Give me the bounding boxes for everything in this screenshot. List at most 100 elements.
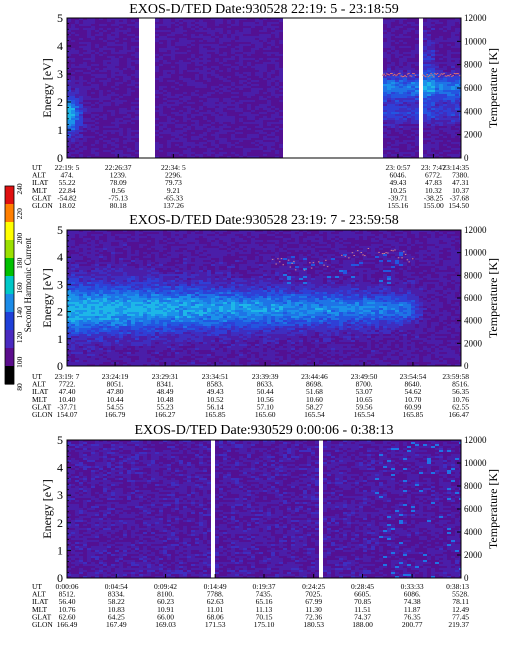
heatmap-cell — [87, 46, 91, 48]
heatmap-cell — [275, 50, 279, 52]
heatmap-cell — [227, 78, 231, 80]
heatmap-cell — [175, 138, 179, 140]
heatmap-cell — [275, 154, 279, 156]
heatmap-cell — [443, 48, 447, 50]
heatmap-cell — [455, 98, 459, 100]
heatmap-cell — [195, 130, 199, 132]
heatmap-cell — [431, 120, 435, 122]
heatmap-cell — [159, 140, 163, 142]
heatmap-cell — [103, 20, 107, 22]
heatmap-cell — [87, 92, 91, 94]
heatmap-cell — [107, 112, 111, 114]
heatmap-cell — [159, 66, 163, 68]
heatmap-cell — [187, 22, 191, 24]
heatmap-cell — [107, 144, 111, 146]
heatmap-cell — [187, 36, 191, 38]
heatmap-cell — [255, 154, 259, 156]
heatmap-cell — [399, 32, 403, 34]
heatmap-cell — [91, 42, 95, 44]
heatmap-cell — [267, 102, 271, 104]
heatmap-cell — [275, 150, 279, 152]
heatmap-cell — [255, 134, 259, 136]
heatmap-cell — [111, 48, 115, 50]
orbit-value: 1239. — [110, 171, 127, 180]
heatmap-cell — [211, 132, 215, 134]
heatmap-cell — [387, 80, 391, 82]
heatmap-cell — [83, 98, 87, 100]
heatmap-cell — [459, 84, 461, 86]
heatmap-cell — [67, 66, 71, 68]
heatmap-cell — [71, 56, 75, 58]
heatmap-cell — [231, 118, 235, 120]
heatmap-cell — [439, 114, 443, 116]
heatmap-cell — [175, 60, 179, 62]
heatmap-cell — [171, 44, 175, 46]
heatmap-cell — [395, 18, 399, 20]
heatmap-cell — [427, 26, 431, 28]
heatmap-cell — [79, 112, 83, 114]
y-tick-label: 4 — [57, 39, 63, 53]
heatmap-cell — [395, 58, 399, 60]
heatmap-cell — [91, 32, 95, 34]
trace-point — [451, 75, 453, 77]
heatmap-cell — [411, 122, 415, 124]
heatmap-cell — [135, 132, 139, 134]
heatmap-cell — [67, 136, 71, 138]
heatmap-cell — [95, 154, 99, 156]
heatmap-cell — [155, 154, 159, 156]
heatmap-cell — [79, 74, 83, 76]
heatmap-cell — [211, 124, 215, 126]
heatmap-cell — [239, 30, 243, 32]
heatmap-cell — [435, 124, 439, 126]
heatmap-cell — [87, 124, 91, 126]
heatmap-cell — [111, 22, 115, 24]
heatmap-cell — [415, 58, 419, 60]
heatmap-cell — [231, 90, 235, 92]
heatmap-cell — [219, 154, 223, 156]
heatmap-cell — [79, 88, 83, 90]
heatmap-cell — [79, 116, 83, 118]
heatmap-cell — [203, 86, 207, 88]
heatmap-cell — [251, 138, 255, 140]
heatmap-cell — [227, 62, 231, 64]
heatmap-cell — [235, 22, 239, 24]
heatmap-cell — [403, 44, 407, 46]
heatmap-cell — [83, 72, 87, 74]
heatmap-cell — [223, 36, 227, 38]
colorbar-swatch — [5, 258, 14, 277]
heatmap-cell — [239, 32, 243, 34]
heatmap-cell — [175, 50, 179, 52]
heatmap-cell — [219, 80, 223, 82]
heatmap-cell — [391, 124, 395, 126]
heatmap-cell — [451, 70, 455, 72]
heatmap-cell — [279, 78, 283, 80]
heatmap-cell — [447, 38, 451, 40]
heatmap-cell — [255, 44, 259, 46]
heatmap-cell — [183, 84, 187, 86]
heatmap-cell — [243, 52, 247, 54]
heatmap-cell — [75, 124, 79, 126]
heatmap-cell — [395, 28, 399, 30]
heatmap-cell — [223, 114, 227, 116]
heatmap-cell — [127, 134, 131, 136]
heatmap-cell — [199, 112, 203, 114]
heatmap-cell — [87, 68, 91, 70]
heatmap-cell — [155, 80, 159, 82]
heatmap-cell — [207, 118, 211, 120]
heatmap-cell — [243, 62, 247, 64]
heatmap-cell — [95, 128, 99, 130]
heatmap-cell — [275, 144, 279, 146]
heatmap-cell — [411, 46, 415, 48]
heatmap-cell — [87, 130, 91, 132]
heatmap-cell — [439, 126, 443, 128]
heatmap-cell — [427, 132, 431, 134]
heatmap-cell — [423, 24, 427, 26]
heatmap-cell — [111, 80, 115, 82]
heatmap-cell — [275, 18, 279, 20]
heatmap-cell — [123, 146, 127, 148]
heatmap-cell — [87, 66, 91, 68]
heatmap-cell — [159, 154, 163, 156]
heatmap-cell — [131, 88, 135, 90]
heatmap-cell — [167, 18, 171, 20]
heatmap-cell — [123, 120, 127, 122]
